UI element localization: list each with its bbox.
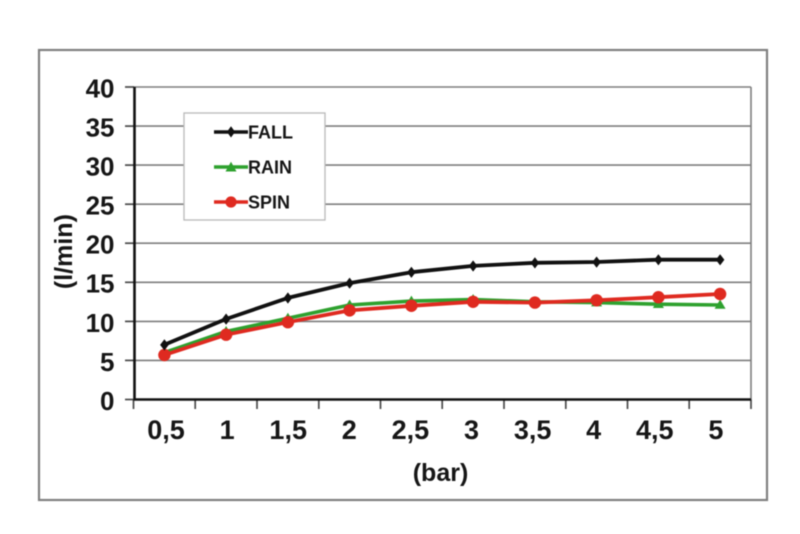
svg-text:35: 35: [86, 113, 115, 143]
svg-text:10: 10: [86, 308, 115, 338]
svg-text:5: 5: [708, 415, 723, 445]
svg-text:RAIN: RAIN: [248, 158, 292, 178]
svg-text:1,5: 1,5: [269, 415, 307, 445]
svg-text:(l/min): (l/min): [50, 214, 78, 289]
svg-text:5: 5: [100, 347, 114, 377]
svg-text:SPIN: SPIN: [248, 193, 290, 213]
svg-text:1: 1: [220, 415, 235, 445]
svg-text:0,5: 0,5: [147, 415, 185, 445]
svg-text:20: 20: [86, 230, 115, 260]
svg-text:3,5: 3,5: [514, 415, 552, 445]
svg-text:FALL: FALL: [248, 123, 293, 143]
svg-text:30: 30: [86, 152, 115, 182]
svg-text:15: 15: [86, 269, 115, 299]
svg-text:4: 4: [586, 415, 601, 445]
svg-text:40: 40: [86, 73, 115, 103]
svg-text:(bar): (bar): [413, 459, 469, 487]
svg-text:25: 25: [86, 191, 115, 221]
svg-text:2,5: 2,5: [392, 415, 430, 445]
svg-text:2: 2: [342, 415, 357, 445]
svg-text:4,5: 4,5: [636, 415, 674, 445]
svg-text:3: 3: [464, 415, 479, 445]
svg-text:0: 0: [100, 386, 114, 416]
